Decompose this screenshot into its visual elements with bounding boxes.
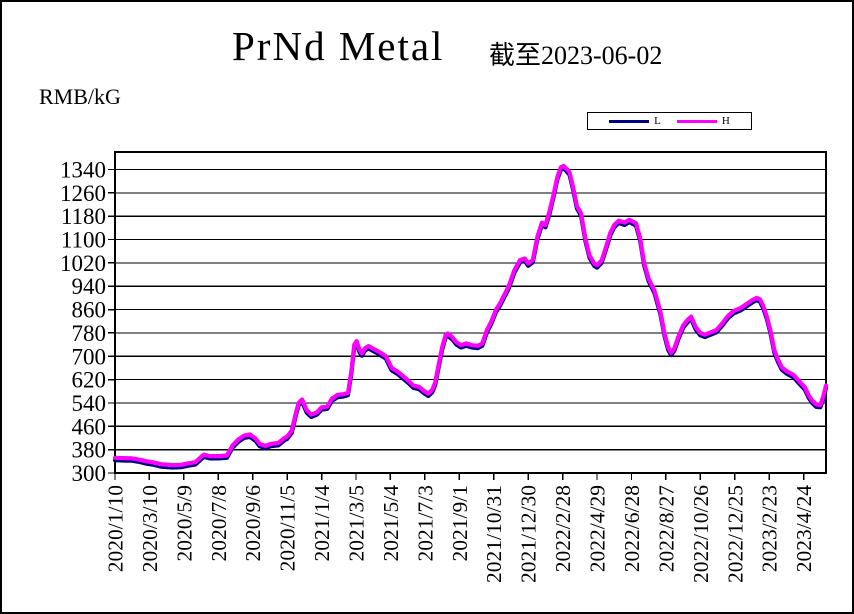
- x-tick-label: 2021/3/5: [345, 485, 369, 561]
- x-tick-label: 2021/9/1: [448, 485, 472, 561]
- y-tick-label: 620: [72, 368, 107, 393]
- x-tick-label: 2020/1/10: [104, 485, 128, 572]
- y-tick-label: 540: [72, 391, 107, 416]
- legend-item-H: H: [676, 115, 730, 127]
- x-tick-label: 2020/5/9: [172, 485, 196, 561]
- y-tick-label: 860: [72, 298, 107, 323]
- x-tick-label: 2023/2/23: [758, 485, 782, 572]
- x-tick-label: 2021/1/4: [310, 485, 334, 562]
- x-tick-label: 2020/11/5: [276, 485, 300, 571]
- legend: L H: [587, 112, 752, 130]
- y-tick-label: 940: [72, 274, 107, 299]
- y-tick-label: 1260: [60, 181, 106, 206]
- y-tick-label: 1340: [60, 158, 106, 183]
- x-tick-label: 2022/4/29: [586, 485, 610, 572]
- y-tick-label: 300: [72, 461, 107, 486]
- y-tick-label: 780: [72, 321, 107, 346]
- legend-item-L: L: [609, 115, 661, 127]
- y-tick-label: 1180: [61, 204, 106, 229]
- y-tick-label: 460: [72, 414, 107, 439]
- x-tick-label: 2020/3/10: [138, 485, 162, 572]
- x-tick-label: 2021/12/30: [517, 485, 541, 583]
- plot-border: [114, 151, 827, 474]
- x-tick-label: 2022/2/28: [551, 485, 575, 572]
- legend-label-H: H: [721, 115, 730, 127]
- y-tick-label: 1100: [61, 228, 106, 253]
- x-tick-label: 2023/4/24: [792, 485, 816, 572]
- x-tick-label: 2022/8/27: [654, 485, 678, 572]
- x-tick-label: 2021/5/4: [379, 485, 403, 562]
- y-axis-unit-label: RMB/kG: [39, 84, 121, 109]
- y-tick-label: 1020: [60, 251, 106, 276]
- x-tick-label: 2022/6/28: [620, 485, 644, 572]
- chart-subtitle: 截至2023-06-02: [489, 41, 663, 70]
- legend-line-L-icon: [609, 119, 650, 123]
- x-tick-label: 2020/9/6: [241, 485, 265, 562]
- series-line-L: [112, 166, 829, 470]
- legend-label-L: L: [654, 115, 661, 127]
- y-tick-label: 380: [72, 438, 107, 463]
- x-tick-label: 2020/7/8: [207, 485, 231, 561]
- series-line-H: [112, 163, 829, 468]
- y-tick-label: 700: [72, 344, 107, 369]
- x-tick-label: 2022/12/25: [723, 485, 747, 583]
- x-tick-label: 2021/7/3: [413, 485, 437, 561]
- legend-line-H-icon: [676, 119, 717, 123]
- page-title: PrNd Metal: [232, 23, 445, 69]
- x-tick-label: 2021/10/31: [482, 485, 506, 583]
- x-tick-label: 2022/10/26: [689, 485, 713, 583]
